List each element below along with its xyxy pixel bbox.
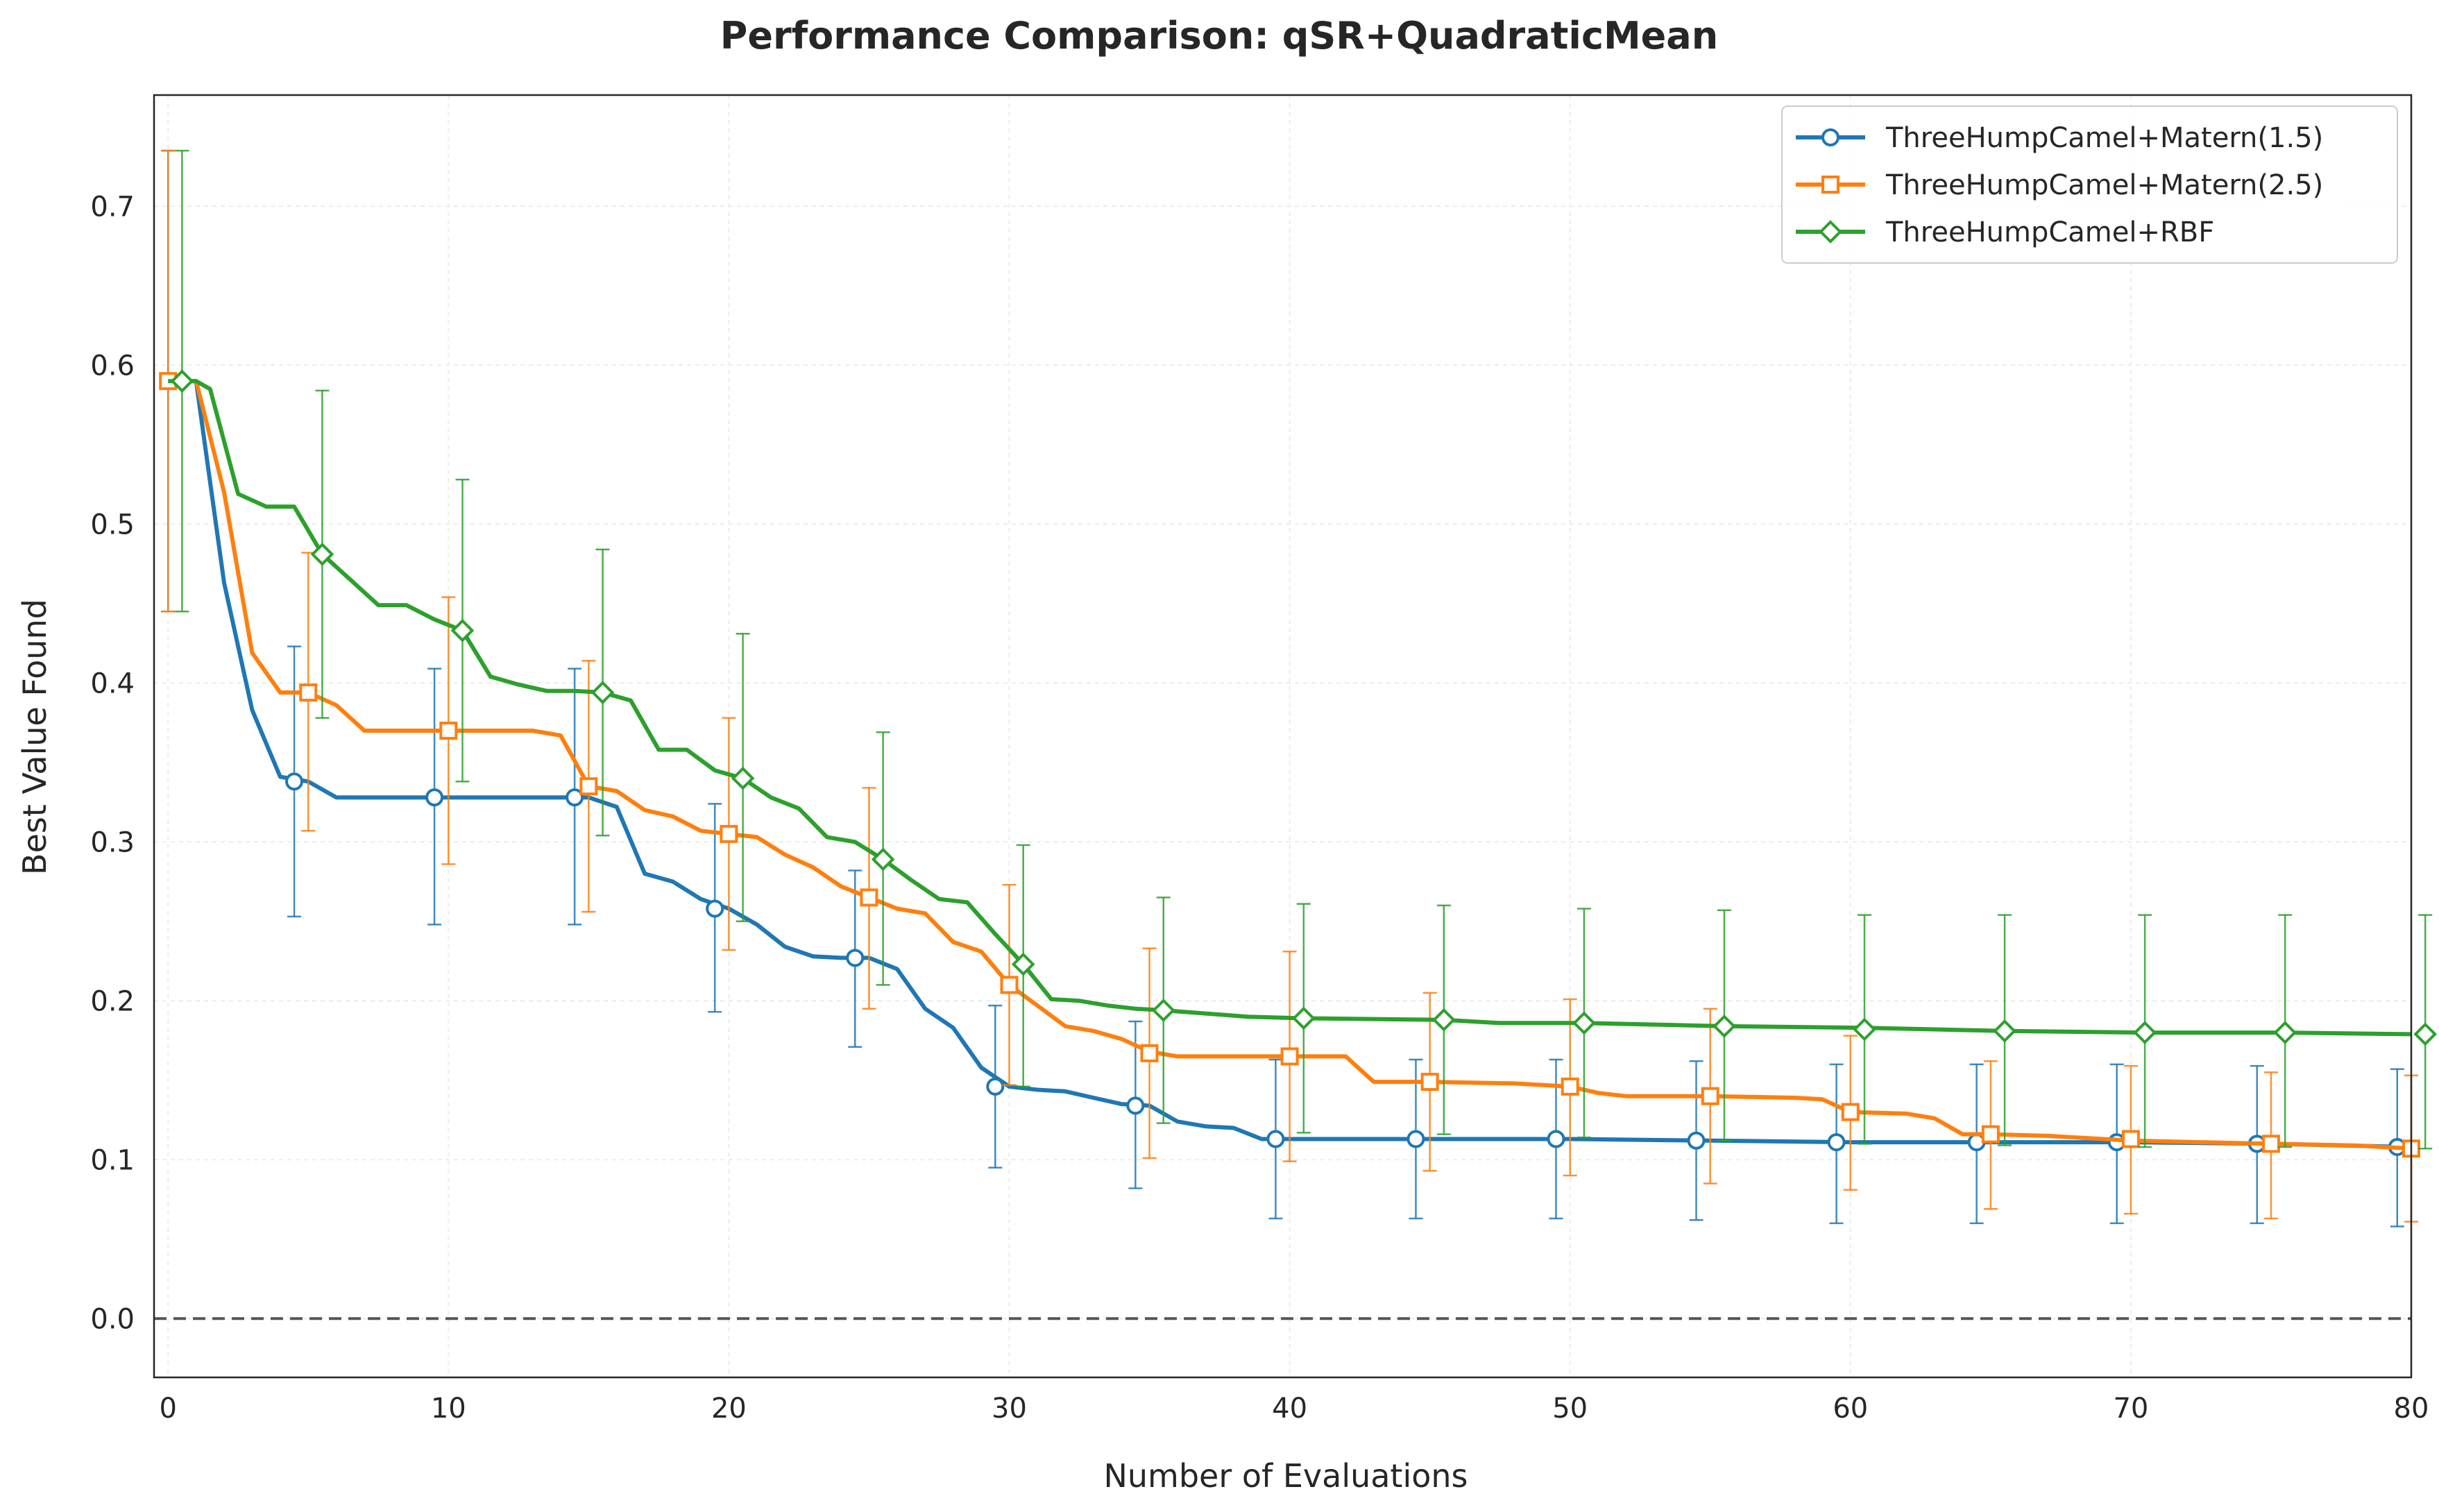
x-tick-label: 20 <box>711 1393 747 1425</box>
data-point <box>1407 1130 1425 1148</box>
data-point <box>846 949 865 967</box>
x-tick-label: 40 <box>1272 1393 1307 1425</box>
y-tick-label: 0.0 <box>90 1303 135 1335</box>
series-2 <box>159 149 2420 1223</box>
data-point <box>285 772 304 791</box>
data-point <box>871 847 895 872</box>
markers <box>159 372 2420 1158</box>
data-point <box>1432 1008 1456 1032</box>
data-point <box>1126 1096 1145 1115</box>
data-point <box>1841 1103 1860 1121</box>
data-point <box>425 788 444 807</box>
legend-item-1: ThreeHumpCamel+Matern(1.5) <box>1796 122 2323 154</box>
y-axis-label: Best Value Found <box>16 599 53 875</box>
data-point <box>1687 1131 1706 1150</box>
data-point <box>1011 952 1035 976</box>
series-line <box>168 379 2412 1151</box>
y-tick-label: 0.6 <box>90 350 135 382</box>
data-point <box>1993 1019 2016 1043</box>
data-point <box>2273 1021 2297 1044</box>
x-tick-label: 60 <box>1833 1393 1868 1425</box>
legend-label: ThreeHumpCamel+Matern(2.5) <box>1885 169 2323 201</box>
legend-label: ThreeHumpCamel+RBF <box>1885 216 2214 248</box>
data-point <box>590 681 615 704</box>
data-point <box>579 777 598 796</box>
data-point <box>1853 1017 1876 1042</box>
data-point <box>1827 1133 1846 1152</box>
markers <box>170 369 2438 1046</box>
legend-item-2: ThreeHumpCamel+Matern(2.5) <box>1796 169 2323 201</box>
data-point <box>1713 1014 1736 1038</box>
data-point <box>1266 1130 1285 1148</box>
data-point <box>2261 1135 2280 1153</box>
legend-frame <box>1781 105 2398 264</box>
data-point <box>1291 1006 1316 1030</box>
data-point <box>860 888 878 907</box>
data-point <box>2133 1021 2157 1044</box>
data-point <box>439 721 458 740</box>
legend-marker <box>1821 128 1839 146</box>
x-tick-label: 50 <box>1552 1393 1588 1425</box>
data-point <box>1561 1077 1579 1096</box>
data-point <box>310 542 334 566</box>
data-point <box>731 766 755 790</box>
legend-marker <box>1821 176 1839 194</box>
data-point <box>1420 1073 1439 1091</box>
data-point <box>1547 1130 1565 1148</box>
data-point <box>299 683 318 702</box>
plot-frame <box>153 94 2413 1379</box>
x-tick-label: 30 <box>992 1393 1027 1425</box>
x-tick-label: 70 <box>2113 1393 2148 1425</box>
tick-labels: 0 10 20 30 40 50 60 70 80 0.0 0.1 0.2 0.3 0.4 0.5 0.6 0.… <box>90 191 2429 1425</box>
y-tick-label: 0.1 <box>90 1144 135 1176</box>
data-point <box>1701 1087 1719 1105</box>
data-point <box>1572 1011 1596 1035</box>
y-tick-label: 0.3 <box>90 826 135 858</box>
data-point <box>1280 1047 1299 1066</box>
x-axis-label: Number of Evaluations <box>1103 1457 1468 1495</box>
series <box>159 149 2438 1228</box>
y-tick-label: 0.7 <box>90 191 135 223</box>
chart-title: Performance Comparison: qSR+QuadraticMea… <box>720 14 1718 58</box>
data-point <box>1140 1044 1159 1062</box>
data-point <box>2121 1130 2140 1148</box>
data-point <box>986 1077 1005 1096</box>
legend: ThreeHumpCamel+Matern(1.5) ThreeHumpCamel… <box>1781 105 2398 264</box>
legend-item-3: ThreeHumpCamel+RBF <box>1796 216 2214 248</box>
data-point <box>706 899 724 918</box>
x-tick-label: 80 <box>2394 1393 2429 1425</box>
legend-label: ThreeHumpCamel+Matern(1.5) <box>1885 122 2323 154</box>
data-point <box>1151 999 1175 1022</box>
data-point <box>450 618 475 643</box>
data-point <box>1000 976 1019 994</box>
x-tick-label: 10 <box>431 1393 466 1425</box>
data-point <box>720 824 738 843</box>
data-point <box>170 369 194 393</box>
x-tick-label: 0 <box>159 1393 176 1425</box>
series-3 <box>168 149 2438 1150</box>
y-tick-label: 0.2 <box>90 985 135 1017</box>
data-point <box>566 788 584 807</box>
y-tick-label: 0.5 <box>90 509 135 541</box>
legend-marker <box>1819 220 1842 244</box>
data-point <box>1981 1125 2000 1144</box>
y-tick-label: 0.4 <box>90 668 135 699</box>
data-point <box>2413 1022 2438 1046</box>
